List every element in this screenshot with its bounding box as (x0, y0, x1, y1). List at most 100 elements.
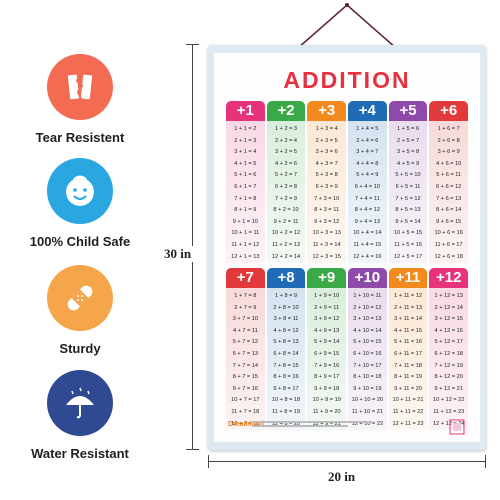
addition-column: +11 1 + 11 = 12 2 + 11 = 13 3 + 11 = 14 4 + … (388, 268, 428, 431)
column-body: 1 + 3 = 4 2 + 3 = 5 3 + 3 = 6 4 + 3 = 7 5 + … (307, 121, 347, 264)
addition-fact: 10 + 12 = 22 (432, 397, 465, 404)
addition-fact: 12 + 9 = 21 (312, 420, 341, 427)
addition-fact: 5 + 2 = 7 (274, 172, 298, 179)
column-body: 1 + 4 = 5 2 + 4 = 6 3 + 4 = 7 4 + 4 = 8 5 + … (348, 121, 387, 264)
addition-fact: 9 + 5 = 14 (395, 218, 421, 225)
addition-fact: 10 + 8 = 18 (271, 397, 301, 404)
addition-fact: 5 + 5 = 10 (395, 172, 421, 179)
feature-water-resistant: Water Resistant (0, 370, 160, 461)
addition-fact: 4 + 11 = 15 (394, 327, 422, 334)
addition-fact: 8 + 5 = 13 (395, 207, 421, 214)
addition-fact: 6 + 9 = 15 (314, 350, 340, 357)
column-body: 1 + 8 = 9 2 + 8 = 10 3 + 8 = 11 4 + 8 = 12 5… (266, 288, 306, 431)
addition-fact: 3 + 11 = 14 (394, 316, 422, 323)
addition-fact: 3 + 6 = 9 (437, 149, 460, 156)
addition-fact: 10 + 6 = 16 (434, 230, 463, 237)
addition-fact: 8 + 6 = 14 (436, 207, 462, 214)
addition-fact: 11 + 7 = 18 (231, 408, 260, 415)
addition-fact: 6 + 11 = 17 (394, 350, 422, 357)
height-dimension-label: 30 in (162, 246, 194, 262)
column-body: 1 + 9 = 10 2 + 9 = 11 3 + 9 = 12 4 + 9 = 13… (307, 288, 347, 431)
addition-fact: 6 + 3 = 9 (315, 183, 338, 190)
addition-fact: 1 + 3 = 4 (315, 126, 338, 132)
addition-fact: 8 + 9 = 17 (314, 374, 340, 381)
addition-fact: 9 + 1 = 10 (232, 218, 258, 225)
addition-fact: 9 + 12 = 21 (434, 385, 463, 392)
addition-fact: 9 + 7 = 16 (232, 385, 258, 392)
addition-fact: 7 + 8 = 15 (273, 362, 299, 369)
addition-fact: 1 + 5 = 6 (396, 126, 420, 132)
addition-fact: 3 + 4 = 7 (356, 149, 379, 156)
height-dimension-tick-bottom (186, 449, 199, 450)
feature-label: 100% Child Safe (29, 234, 131, 249)
addition-fact: 10 + 5 = 15 (393, 230, 423, 237)
addition-fact: 8 + 7 = 15 (232, 374, 258, 381)
width-dimension-line (208, 461, 485, 462)
addition-fact: 2 + 2 = 4 (274, 137, 298, 144)
addition-fact: 11 + 2 = 13 (272, 241, 300, 248)
column-header: +7 (226, 268, 265, 288)
addition-fact: 4 + 9 = 13 (314, 327, 340, 334)
addition-fact: 12 + 3 = 15 (312, 253, 341, 260)
addition-fact: 5 + 12 = 17 (434, 339, 463, 346)
addition-column: +6 1 + 6 = 7 2 + 6 = 8 3 + 6 = 9 4 + 6 = 10 5… (429, 101, 469, 264)
addition-fact: 9 + 6 = 15 (436, 218, 462, 225)
chart-paper: ADDITION +1 1 + 1 = 2 2 + 1 = 3 3 + 1 = 4 4 … (214, 53, 480, 442)
addition-fact: 12 + 6 = 18 (434, 253, 463, 260)
publisher-logo: Dreamland (228, 421, 265, 428)
addition-fact: 2 + 11 = 13 (394, 304, 422, 311)
addition-fact: 7 + 10 = 17 (353, 362, 382, 369)
column-body: 1 + 6 = 7 2 + 6 = 8 3 + 6 = 9 4 + 6 = 10 5 +… (429, 121, 469, 264)
addition-fact: 4 + 5 = 9 (396, 160, 420, 167)
addition-fact: 11 + 3 = 14 (312, 241, 341, 248)
addition-fact: 10 + 1 = 11 (231, 230, 260, 237)
addition-fact: 5 + 6 = 11 (436, 172, 462, 179)
certification-mark-icon (449, 419, 465, 435)
column-header: +4 (348, 101, 387, 121)
column-header: +12 (429, 268, 469, 288)
addition-fact: 1 + 9 = 10 (314, 293, 340, 299)
addition-fact: 1 + 2 = 3 (274, 126, 298, 132)
addition-fact: 4 + 6 = 10 (436, 160, 462, 167)
addition-fact: 3 + 12 = 15 (434, 316, 463, 323)
addition-column: +4 1 + 4 = 5 2 + 4 = 6 3 + 4 = 7 4 + 4 = 8 5 … (348, 101, 387, 264)
addition-fact: 4 + 8 = 12 (273, 327, 299, 334)
addition-fact: 6 + 2 = 8 (274, 183, 298, 190)
addition-fact: 7 + 12 = 19 (434, 362, 463, 369)
addition-fact: 8 + 1 = 9 (234, 207, 257, 214)
addition-grid-bottom: +7 1 + 7 = 8 2 + 7 = 9 3 + 7 = 10 4 + 7 = 11… (226, 268, 469, 431)
addition-column: +7 1 + 7 = 8 2 + 7 = 9 3 + 7 = 10 4 + 7 = 11… (226, 268, 265, 431)
addition-fact: 10 + 7 = 17 (231, 397, 260, 404)
addition-fact: 6 + 12 = 18 (434, 350, 463, 357)
baby-face-icon (47, 158, 113, 224)
addition-fact: 8 + 3 = 11 (314, 207, 340, 214)
column-header: +11 (388, 268, 428, 288)
addition-fact: 12 + 4 = 16 (353, 253, 382, 260)
addition-fact: 11 + 8 = 19 (272, 408, 300, 415)
addition-fact: 12 + 1 = 13 (231, 253, 260, 260)
column-header: +10 (348, 268, 387, 288)
addition-fact: 7 + 1 = 8 (234, 195, 257, 202)
addition-fact: 8 + 2 = 10 (273, 207, 299, 214)
addition-fact: 10 + 10 = 20 (351, 397, 384, 404)
addition-fact: 2 + 9 = 11 (314, 304, 340, 311)
addition-fact: 2 + 5 = 7 (396, 137, 420, 144)
addition-fact: 5 + 10 = 15 (353, 339, 382, 346)
hanger-string (297, 3, 397, 49)
addition-fact: 1 + 12 = 13 (434, 293, 463, 299)
addition-fact: 10 + 2 = 12 (271, 230, 301, 237)
addition-column: +3 1 + 3 = 4 2 + 3 = 5 3 + 3 = 6 4 + 3 = 7 5 … (307, 101, 347, 264)
addition-fact: 12 + 8 = 20 (271, 420, 301, 427)
addition-fact: 7 + 7 = 14 (232, 362, 258, 369)
addition-column: +1 1 + 1 = 2 2 + 1 = 3 3 + 1 = 4 4 + 1 = 5 5 … (226, 101, 265, 264)
addition-fact: 2 + 7 = 9 (234, 304, 257, 311)
addition-fact: 12 + 12 = 24 (432, 420, 465, 427)
column-header: +9 (307, 268, 347, 288)
tear-resistant-icon (47, 54, 113, 120)
addition-fact: 5 + 4 = 9 (356, 172, 379, 179)
width-dimension-tick-left (208, 455, 209, 468)
addition-chart: ADDITION +1 1 + 1 = 2 2 + 1 = 3 3 + 1 = 4 4 … (208, 45, 486, 450)
addition-fact: 8 + 4 = 12 (354, 207, 380, 214)
addition-fact: 8 + 11 = 19 (394, 374, 422, 381)
column-header: +5 (388, 101, 428, 121)
